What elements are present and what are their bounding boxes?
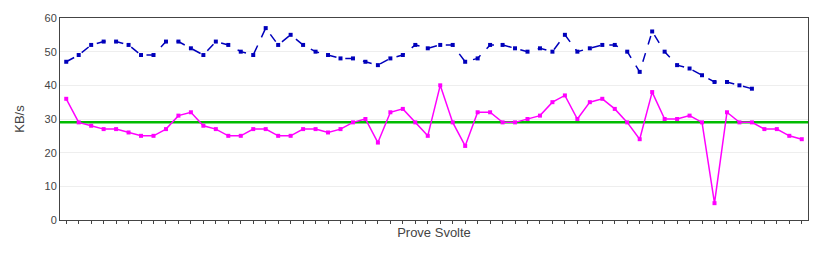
svg-text:30: 30 <box>45 113 57 125</box>
svg-text:0: 0 <box>51 214 57 226</box>
svg-text:KB/s: KB/s <box>12 105 27 133</box>
svg-text:40: 40 <box>45 79 57 91</box>
svg-text:10: 10 <box>45 180 57 192</box>
svg-text:50: 50 <box>45 46 57 58</box>
svg-text:Prove Svolte: Prove Svolte <box>397 225 471 240</box>
svg-text:60: 60 <box>45 12 57 24</box>
svg-text:20: 20 <box>45 147 57 159</box>
